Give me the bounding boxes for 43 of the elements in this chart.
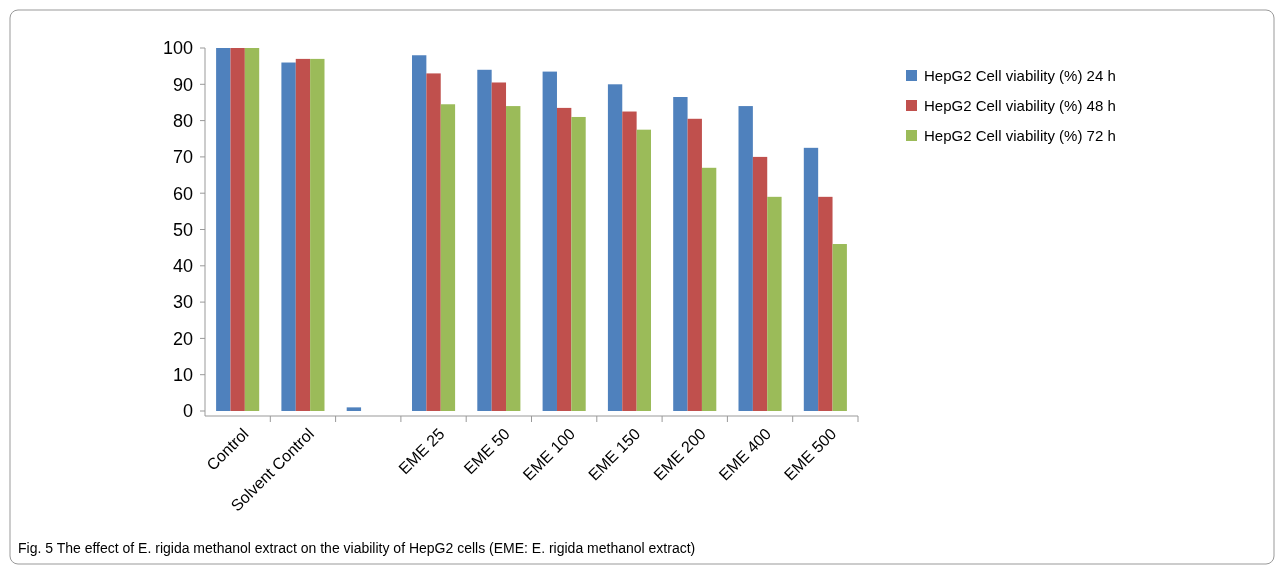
bar bbox=[412, 55, 427, 411]
bar bbox=[738, 106, 753, 411]
legend-label: HepG2 Cell viability (%) 24 h bbox=[924, 67, 1116, 85]
bar bbox=[440, 104, 456, 411]
y-tick-label: 70 bbox=[172, 147, 193, 168]
bar bbox=[542, 71, 557, 411]
bar bbox=[556, 107, 572, 411]
y-tick-label: 20 bbox=[172, 328, 193, 349]
bar bbox=[701, 167, 717, 411]
bar bbox=[295, 58, 311, 411]
y-tick-label: 10 bbox=[172, 365, 193, 385]
bar bbox=[477, 69, 492, 411]
y-tick-label: 30 bbox=[172, 292, 193, 313]
bar bbox=[491, 82, 507, 411]
bar bbox=[281, 62, 296, 411]
bar bbox=[426, 73, 441, 411]
y-tick-label: 60 bbox=[172, 183, 193, 204]
bar bbox=[607, 84, 623, 411]
caption: Fig. 5 The effect of E. rigida methanol extract on the viability of HepG2 cells (EME: E. rigida methanol extract) bbox=[18, 540, 696, 556]
bar bbox=[571, 116, 586, 411]
bar bbox=[310, 58, 325, 411]
legend-label: HepG2 Cell viability (%) 48 h bbox=[924, 97, 1116, 115]
y-tick-label: 0 bbox=[182, 401, 193, 422]
y-tick-label: 40 bbox=[172, 256, 193, 277]
y-tick-label: 100 bbox=[162, 38, 193, 59]
bar bbox=[346, 407, 362, 411]
bar bbox=[636, 129, 651, 411]
y-tick-label: 90 bbox=[172, 74, 193, 95]
legend-label: HepG2 Cell viability (%) 72 h bbox=[924, 127, 1116, 145]
bar bbox=[216, 48, 231, 411]
bar bbox=[687, 118, 702, 411]
y-tick-label: 80 bbox=[172, 110, 193, 131]
bar bbox=[818, 196, 833, 411]
bar bbox=[230, 48, 245, 411]
bar bbox=[752, 156, 768, 411]
y-tick-label: 50 bbox=[172, 219, 193, 240]
bar bbox=[767, 196, 782, 411]
bar bbox=[832, 244, 847, 411]
bar bbox=[622, 111, 637, 411]
bar bbox=[244, 48, 260, 411]
bar bbox=[506, 106, 521, 411]
bar bbox=[673, 97, 688, 411]
bar bbox=[803, 147, 819, 411]
